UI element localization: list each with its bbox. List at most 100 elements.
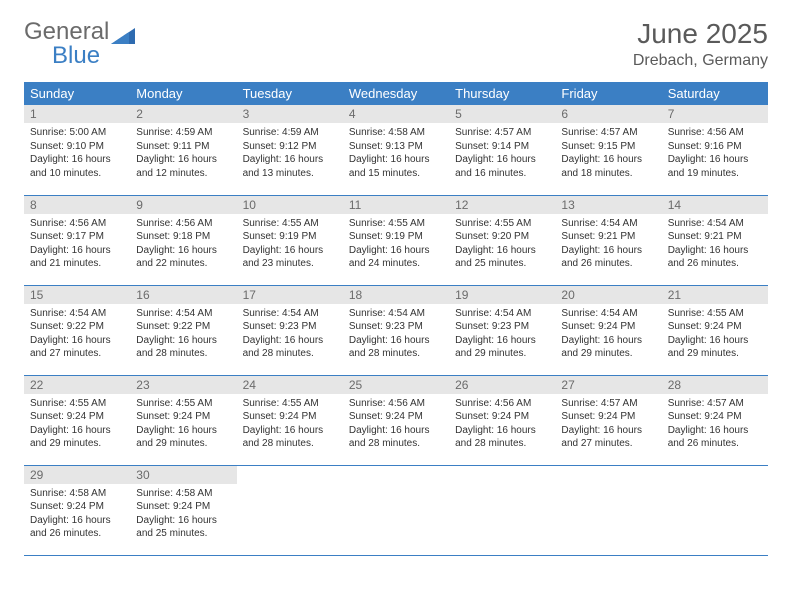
day-details: Sunrise: 4:55 AMSunset: 9:24 PMDaylight:…	[24, 394, 130, 457]
calendar-day-cell: 8Sunrise: 4:56 AMSunset: 9:17 PMDaylight…	[24, 195, 130, 285]
weekday-header: Friday	[555, 82, 661, 105]
day-details: Sunrise: 4:57 AMSunset: 9:24 PMDaylight:…	[662, 394, 768, 457]
day-details: Sunrise: 4:54 AMSunset: 9:24 PMDaylight:…	[555, 304, 661, 367]
calendar-day-cell: 24Sunrise: 4:55 AMSunset: 9:24 PMDayligh…	[237, 375, 343, 465]
day-number: 9	[130, 196, 236, 214]
calendar-day-cell: 16Sunrise: 4:54 AMSunset: 9:22 PMDayligh…	[130, 285, 236, 375]
weekday-header: Sunday	[24, 82, 130, 105]
calendar-day-cell: 6Sunrise: 4:57 AMSunset: 9:15 PMDaylight…	[555, 105, 661, 195]
day-number: 11	[343, 196, 449, 214]
day-number: 22	[24, 376, 130, 394]
calendar-day-cell: 21Sunrise: 4:55 AMSunset: 9:24 PMDayligh…	[662, 285, 768, 375]
day-details: Sunrise: 4:59 AMSunset: 9:11 PMDaylight:…	[130, 123, 236, 186]
day-number: 5	[449, 105, 555, 123]
logo-triangle-icon	[111, 23, 135, 41]
day-number: 29	[24, 466, 130, 484]
day-details: Sunrise: 4:56 AMSunset: 9:24 PMDaylight:…	[449, 394, 555, 457]
day-details: Sunrise: 4:58 AMSunset: 9:24 PMDaylight:…	[24, 484, 130, 547]
calendar-day-cell: 10Sunrise: 4:55 AMSunset: 9:19 PMDayligh…	[237, 195, 343, 285]
calendar-day-cell: 15Sunrise: 4:54 AMSunset: 9:22 PMDayligh…	[24, 285, 130, 375]
day-number: 18	[343, 286, 449, 304]
calendar-day-cell: 19Sunrise: 4:54 AMSunset: 9:23 PMDayligh…	[449, 285, 555, 375]
weekday-header: Monday	[130, 82, 236, 105]
calendar-day-cell: 22Sunrise: 4:55 AMSunset: 9:24 PMDayligh…	[24, 375, 130, 465]
weekday-header: Tuesday	[237, 82, 343, 105]
day-number: 7	[662, 105, 768, 123]
calendar-day-cell	[237, 465, 343, 555]
month-title: June 2025	[633, 18, 768, 50]
day-number: 15	[24, 286, 130, 304]
day-number: 24	[237, 376, 343, 394]
day-details: Sunrise: 4:57 AMSunset: 9:24 PMDaylight:…	[555, 394, 661, 457]
day-number: 3	[237, 105, 343, 123]
calendar-day-cell: 25Sunrise: 4:56 AMSunset: 9:24 PMDayligh…	[343, 375, 449, 465]
calendar-week-row: 1Sunrise: 5:00 AMSunset: 9:10 PMDaylight…	[24, 105, 768, 195]
calendar-day-cell: 17Sunrise: 4:54 AMSunset: 9:23 PMDayligh…	[237, 285, 343, 375]
weekday-header-row: Sunday Monday Tuesday Wednesday Thursday…	[24, 82, 768, 105]
day-details: Sunrise: 4:59 AMSunset: 9:12 PMDaylight:…	[237, 123, 343, 186]
day-number: 27	[555, 376, 661, 394]
calendar-day-cell	[662, 465, 768, 555]
day-details: Sunrise: 4:54 AMSunset: 9:23 PMDaylight:…	[343, 304, 449, 367]
calendar-day-cell: 3Sunrise: 4:59 AMSunset: 9:12 PMDaylight…	[237, 105, 343, 195]
day-number: 16	[130, 286, 236, 304]
calendar-day-cell: 27Sunrise: 4:57 AMSunset: 9:24 PMDayligh…	[555, 375, 661, 465]
day-number: 6	[555, 105, 661, 123]
day-number: 8	[24, 196, 130, 214]
calendar-week-row: 15Sunrise: 4:54 AMSunset: 9:22 PMDayligh…	[24, 285, 768, 375]
weekday-header: Saturday	[662, 82, 768, 105]
day-details: Sunrise: 4:55 AMSunset: 9:19 PMDaylight:…	[343, 214, 449, 277]
day-number: 19	[449, 286, 555, 304]
day-number: 13	[555, 196, 661, 214]
calendar-day-cell: 13Sunrise: 4:54 AMSunset: 9:21 PMDayligh…	[555, 195, 661, 285]
calendar-week-row: 22Sunrise: 4:55 AMSunset: 9:24 PMDayligh…	[24, 375, 768, 465]
day-number: 25	[343, 376, 449, 394]
calendar-day-cell: 28Sunrise: 4:57 AMSunset: 9:24 PMDayligh…	[662, 375, 768, 465]
day-details: Sunrise: 4:54 AMSunset: 9:23 PMDaylight:…	[237, 304, 343, 367]
day-details: Sunrise: 4:56 AMSunset: 9:24 PMDaylight:…	[343, 394, 449, 457]
calendar-day-cell: 5Sunrise: 4:57 AMSunset: 9:14 PMDaylight…	[449, 105, 555, 195]
calendar-day-cell: 14Sunrise: 4:54 AMSunset: 9:21 PMDayligh…	[662, 195, 768, 285]
calendar-day-cell: 12Sunrise: 4:55 AMSunset: 9:20 PMDayligh…	[449, 195, 555, 285]
calendar-day-cell	[343, 465, 449, 555]
day-details: Sunrise: 4:55 AMSunset: 9:20 PMDaylight:…	[449, 214, 555, 277]
logo-text-2: Blue	[52, 42, 100, 70]
calendar-day-cell: 1Sunrise: 5:00 AMSunset: 9:10 PMDaylight…	[24, 105, 130, 195]
day-details: Sunrise: 4:54 AMSunset: 9:21 PMDaylight:…	[662, 214, 768, 277]
location-title: Drebach, Germany	[633, 52, 768, 70]
day-details: Sunrise: 4:55 AMSunset: 9:19 PMDaylight:…	[237, 214, 343, 277]
weekday-header: Wednesday	[343, 82, 449, 105]
logo-line2: Blue	[24, 42, 100, 70]
calendar-day-cell	[449, 465, 555, 555]
day-details: Sunrise: 4:56 AMSunset: 9:18 PMDaylight:…	[130, 214, 236, 277]
day-number: 12	[449, 196, 555, 214]
calendar-week-row: 29Sunrise: 4:58 AMSunset: 9:24 PMDayligh…	[24, 465, 768, 555]
calendar-day-cell: 20Sunrise: 4:54 AMSunset: 9:24 PMDayligh…	[555, 285, 661, 375]
day-details: Sunrise: 4:57 AMSunset: 9:14 PMDaylight:…	[449, 123, 555, 186]
day-details: Sunrise: 4:54 AMSunset: 9:23 PMDaylight:…	[449, 304, 555, 367]
calendar-day-cell: 18Sunrise: 4:54 AMSunset: 9:23 PMDayligh…	[343, 285, 449, 375]
day-number: 23	[130, 376, 236, 394]
day-details: Sunrise: 4:58 AMSunset: 9:24 PMDaylight:…	[130, 484, 236, 547]
calendar-day-cell: 2Sunrise: 4:59 AMSunset: 9:11 PMDaylight…	[130, 105, 236, 195]
day-details: Sunrise: 4:55 AMSunset: 9:24 PMDaylight:…	[237, 394, 343, 457]
day-number: 21	[662, 286, 768, 304]
day-number: 30	[130, 466, 236, 484]
day-details: Sunrise: 4:54 AMSunset: 9:22 PMDaylight:…	[130, 304, 236, 367]
day-details: Sunrise: 4:54 AMSunset: 9:21 PMDaylight:…	[555, 214, 661, 277]
day-number: 1	[24, 105, 130, 123]
day-details: Sunrise: 4:56 AMSunset: 9:16 PMDaylight:…	[662, 123, 768, 186]
day-number: 17	[237, 286, 343, 304]
calendar-week-row: 8Sunrise: 4:56 AMSunset: 9:17 PMDaylight…	[24, 195, 768, 285]
day-details: Sunrise: 4:54 AMSunset: 9:22 PMDaylight:…	[24, 304, 130, 367]
calendar-day-cell: 4Sunrise: 4:58 AMSunset: 9:13 PMDaylight…	[343, 105, 449, 195]
day-number: 28	[662, 376, 768, 394]
day-details: Sunrise: 4:55 AMSunset: 9:24 PMDaylight:…	[130, 394, 236, 457]
day-details: Sunrise: 4:57 AMSunset: 9:15 PMDaylight:…	[555, 123, 661, 186]
calendar-table: Sunday Monday Tuesday Wednesday Thursday…	[24, 82, 768, 556]
day-details: Sunrise: 4:55 AMSunset: 9:24 PMDaylight:…	[662, 304, 768, 367]
calendar-day-cell: 26Sunrise: 4:56 AMSunset: 9:24 PMDayligh…	[449, 375, 555, 465]
day-details: Sunrise: 5:00 AMSunset: 9:10 PMDaylight:…	[24, 123, 130, 186]
calendar-day-cell: 7Sunrise: 4:56 AMSunset: 9:16 PMDaylight…	[662, 105, 768, 195]
day-number: 14	[662, 196, 768, 214]
